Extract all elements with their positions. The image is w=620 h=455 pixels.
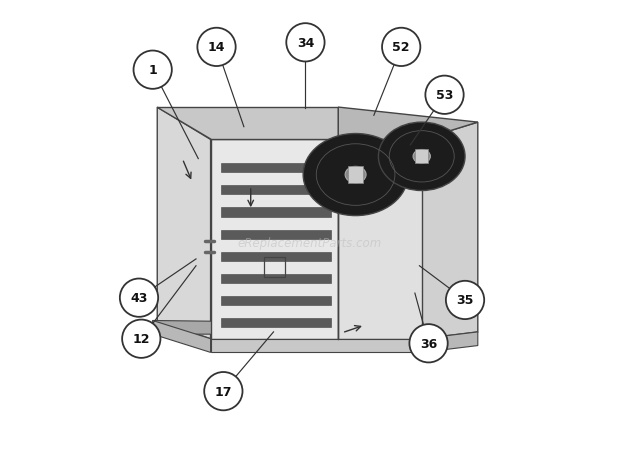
Text: 17: 17 <box>215 385 232 398</box>
Polygon shape <box>221 318 330 328</box>
Circle shape <box>133 51 172 90</box>
Circle shape <box>120 279 158 317</box>
Polygon shape <box>221 208 330 217</box>
Text: 35: 35 <box>456 294 474 307</box>
Text: 14: 14 <box>208 41 225 54</box>
Polygon shape <box>221 164 330 173</box>
Polygon shape <box>339 108 478 140</box>
Text: eReplacementParts.com: eReplacementParts.com <box>238 237 382 250</box>
Ellipse shape <box>345 167 366 183</box>
Circle shape <box>382 29 420 67</box>
Polygon shape <box>422 123 478 339</box>
Polygon shape <box>211 140 339 339</box>
Polygon shape <box>153 321 211 353</box>
Polygon shape <box>221 274 330 283</box>
Circle shape <box>446 281 484 319</box>
Ellipse shape <box>303 134 408 216</box>
Circle shape <box>425 76 464 115</box>
Polygon shape <box>415 150 428 164</box>
Text: 52: 52 <box>392 41 410 54</box>
Polygon shape <box>153 321 339 334</box>
Circle shape <box>204 372 242 410</box>
Text: 53: 53 <box>436 89 453 102</box>
Circle shape <box>122 320 161 358</box>
Circle shape <box>286 24 325 62</box>
Text: 1: 1 <box>148 64 157 77</box>
Polygon shape <box>157 108 211 339</box>
Polygon shape <box>211 339 422 353</box>
Text: 34: 34 <box>297 37 314 50</box>
Text: 43: 43 <box>130 292 148 304</box>
Polygon shape <box>221 230 330 239</box>
Text: 12: 12 <box>133 333 150 345</box>
Polygon shape <box>339 140 422 339</box>
Polygon shape <box>221 296 330 305</box>
Polygon shape <box>221 252 330 261</box>
Text: 36: 36 <box>420 337 437 350</box>
Polygon shape <box>422 332 478 353</box>
Circle shape <box>409 324 448 363</box>
Polygon shape <box>157 108 339 140</box>
Polygon shape <box>221 186 330 195</box>
Polygon shape <box>348 167 363 183</box>
Ellipse shape <box>378 123 465 191</box>
Circle shape <box>197 29 236 67</box>
Ellipse shape <box>413 150 430 164</box>
